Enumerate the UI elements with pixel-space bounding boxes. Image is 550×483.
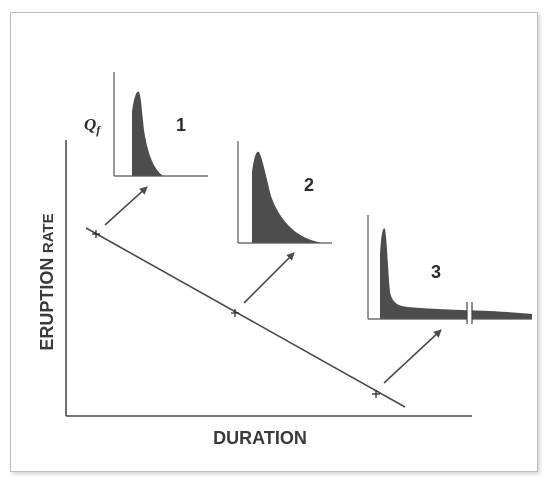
trend-point-1 xyxy=(92,230,100,238)
inset-1-y-label: Qf xyxy=(84,115,101,137)
y-axis-title: ERUPTION RATE xyxy=(37,213,57,350)
trend-line xyxy=(85,227,406,408)
arrow-to-inset-2 xyxy=(243,252,295,304)
arrow-to-inset-1 xyxy=(104,186,148,226)
x-axis-title: DURATION xyxy=(213,428,307,448)
inset-2-label: 2 xyxy=(304,175,314,195)
arrow-to-inset-3 xyxy=(383,329,442,384)
inset-3-axis-break xyxy=(467,302,472,324)
trend-point-2 xyxy=(231,309,239,317)
inset-2-curve xyxy=(252,151,324,243)
inset-1: Qf 1 xyxy=(84,72,208,177)
inset-2: 2 xyxy=(237,141,332,244)
inset-3-label: 3 xyxy=(431,262,441,282)
trend-point-3 xyxy=(372,390,380,398)
y-axis-title-main: ERUPTION xyxy=(37,258,57,351)
inset-3: 3 xyxy=(367,215,532,324)
inset-1-curve xyxy=(132,91,164,176)
y-axis-title-small: RATE xyxy=(40,213,57,253)
inset-3-curve xyxy=(380,228,532,319)
inset-1-label: 1 xyxy=(176,115,186,135)
